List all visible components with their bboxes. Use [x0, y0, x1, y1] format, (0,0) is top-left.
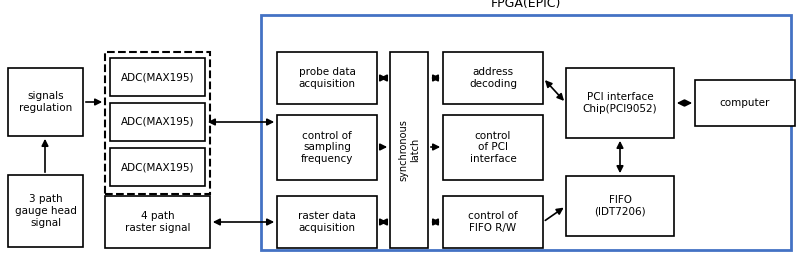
Bar	[443, 196, 543, 248]
Text: control
of PCI
interface: control of PCI interface	[470, 131, 517, 164]
Bar	[8, 175, 83, 247]
Bar	[105, 52, 210, 194]
Text: ADC(MAX195): ADC(MAX195)	[121, 117, 194, 127]
Bar	[277, 196, 377, 248]
Bar	[261, 15, 791, 250]
Text: signals
regulation: signals regulation	[19, 91, 72, 113]
Bar	[110, 148, 205, 186]
Text: 4 path
raster signal: 4 path raster signal	[125, 211, 190, 233]
Text: computer: computer	[720, 98, 770, 108]
Bar	[390, 52, 428, 248]
Bar	[277, 115, 377, 180]
Bar	[110, 58, 205, 96]
Bar	[105, 196, 210, 248]
Text: FPGA(EPIC): FPGA(EPIC)	[491, 0, 561, 10]
Text: control of
sampling
frequency: control of sampling frequency	[301, 131, 353, 164]
Bar	[566, 68, 674, 138]
Text: PCI interface
Chip(PCI9052): PCI interface Chip(PCI9052)	[582, 92, 657, 114]
Bar	[8, 68, 83, 136]
Text: ADC(MAX195): ADC(MAX195)	[121, 72, 194, 82]
Text: 3 path
gauge head
signal: 3 path gauge head signal	[15, 195, 76, 228]
Text: control of
FIFO R/W: control of FIFO R/W	[468, 211, 518, 233]
Text: address
decoding: address decoding	[469, 67, 517, 89]
Text: raster data
acquisition: raster data acquisition	[298, 211, 356, 233]
Text: FIFO
(IDT7206): FIFO (IDT7206)	[595, 195, 646, 217]
Bar	[110, 103, 205, 141]
Text: ADC(MAX195): ADC(MAX195)	[121, 162, 194, 172]
Text: probe data
acquisition: probe data acquisition	[299, 67, 356, 89]
Bar	[277, 52, 377, 104]
Bar	[443, 52, 543, 104]
Bar	[695, 80, 795, 126]
Bar	[443, 115, 543, 180]
Bar	[566, 176, 674, 236]
Text: synchronous
latch: synchronous latch	[399, 119, 420, 181]
